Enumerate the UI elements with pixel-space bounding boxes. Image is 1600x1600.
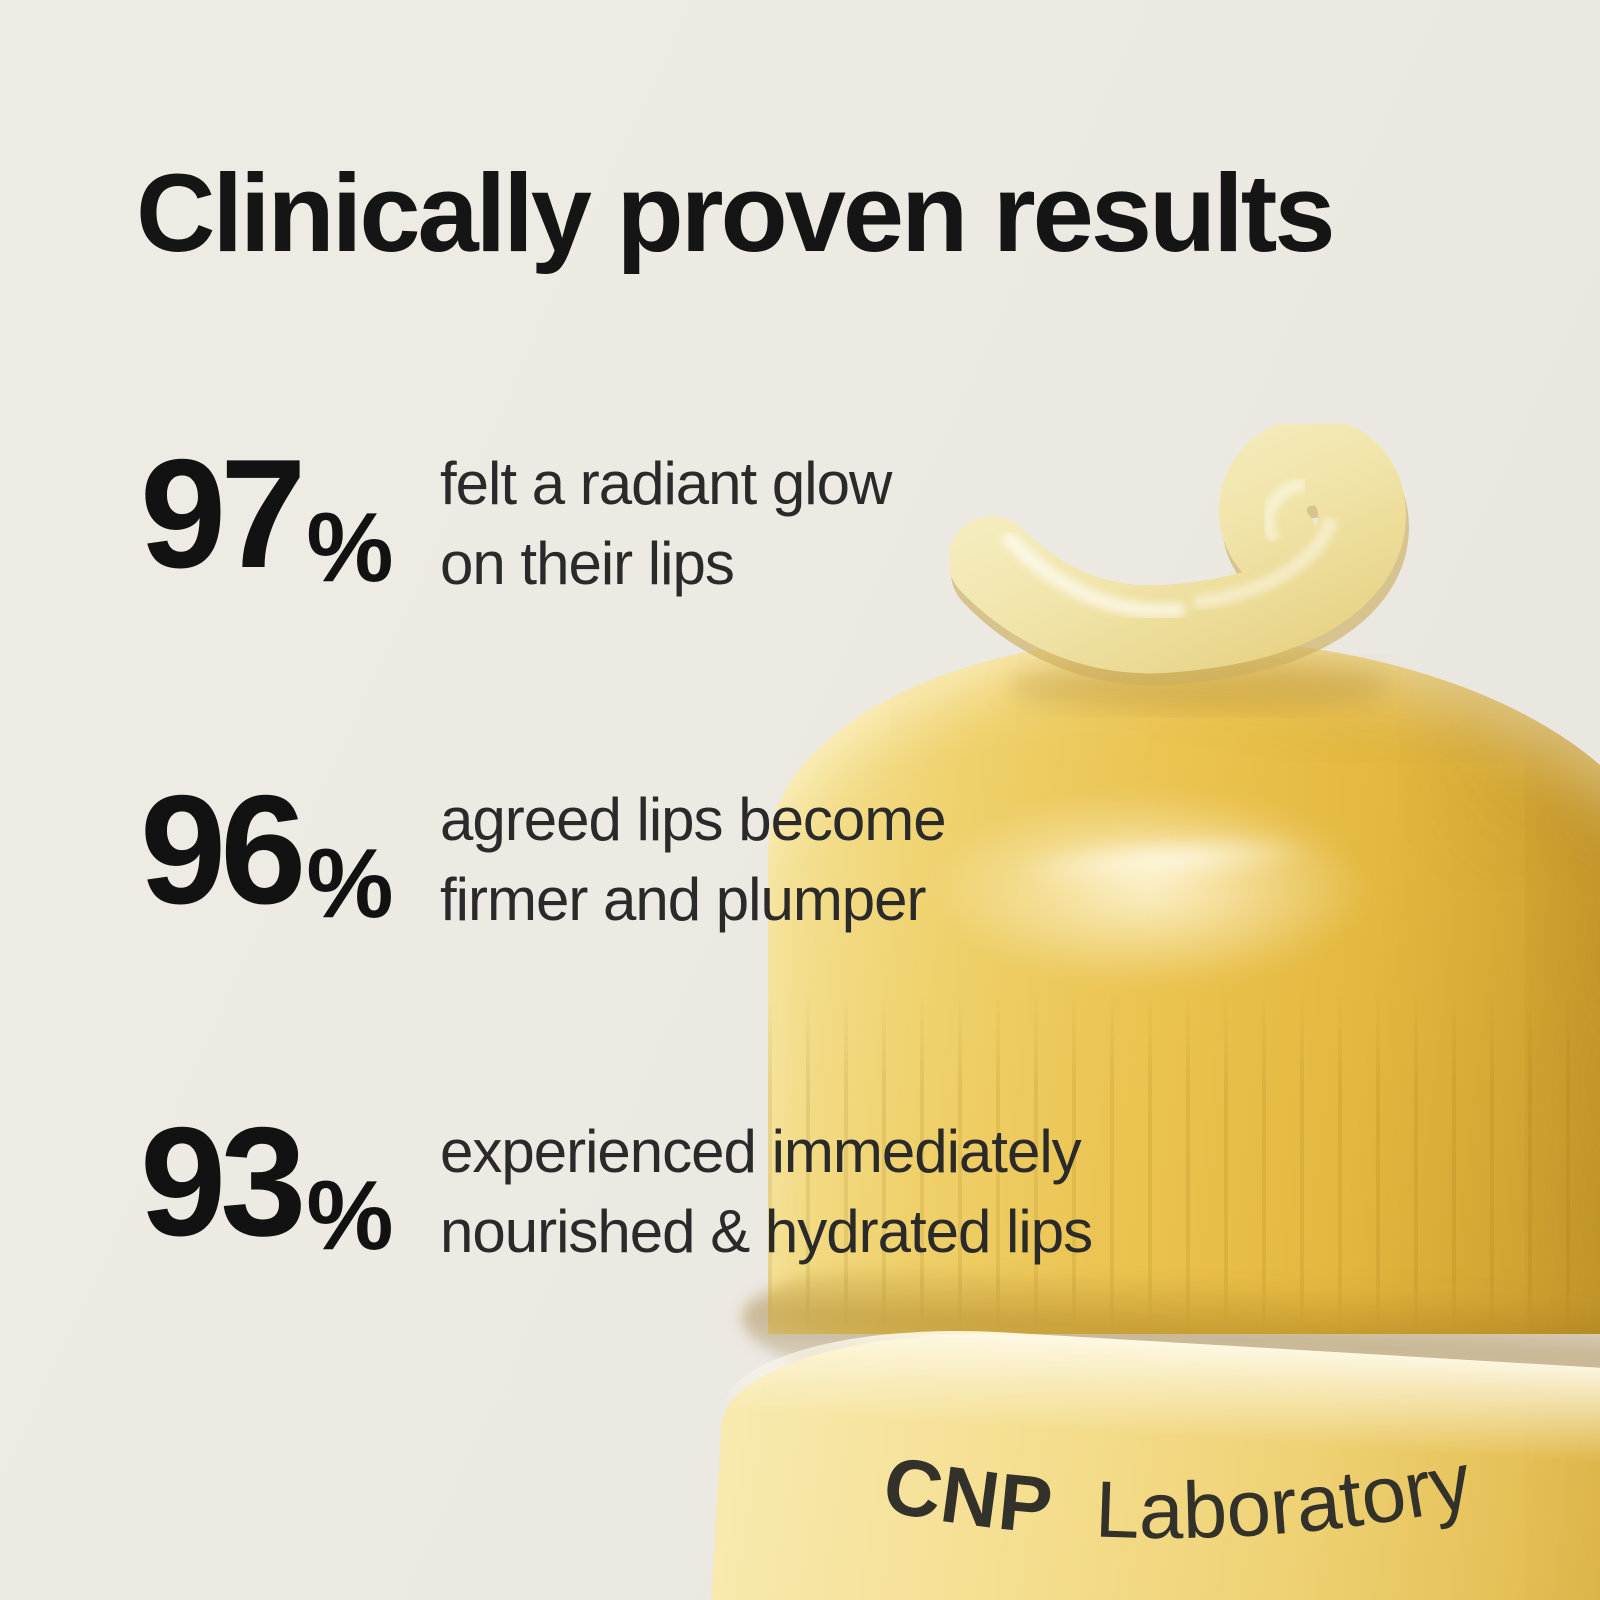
stat-description-line: agreed lips become (440, 786, 947, 853)
stat-description-line: felt a radiant glow (440, 450, 892, 517)
stat-value-1: 97 % (140, 427, 440, 600)
stat-number: 96 (140, 763, 306, 936)
stat-row-1: 97 % felt a radiant glow on their lips (140, 427, 892, 604)
stat-description-line: nourished & hydrated lips (440, 1198, 1093, 1265)
stat-row-3: 93 % experienced immediately nourished &… (140, 1095, 1093, 1272)
stat-number: 93 (140, 1095, 306, 1268)
stat-value-3: 93 % (140, 1095, 440, 1268)
stat-row-2: 96 % agreed lips become firmer and plump… (140, 763, 947, 940)
brand-suffix: Laboratory (1094, 1438, 1478, 1555)
headline: Clinically proven results (136, 152, 1336, 275)
stat-number: 97 (140, 427, 306, 600)
percent-sign: % (306, 828, 393, 938)
brand-label: CNP Laboratory (877, 1438, 1478, 1555)
stat-description-1: felt a radiant glow on their lips (440, 436, 892, 604)
brand-name: CNP (877, 1439, 1057, 1550)
balm-rope (950, 424, 1406, 674)
stat-description-line: experienced immediately (440, 1118, 1082, 1185)
stat-description-line: on their lips (440, 530, 735, 597)
percent-sign: % (306, 1160, 393, 1270)
stat-description-3: experienced immediately nourished & hydr… (440, 1104, 1093, 1272)
percent-sign: % (306, 492, 393, 602)
stat-description-line: firmer and plumper (440, 866, 927, 933)
svg-text:CNP Laboratory: CNP Laboratory (877, 1438, 1478, 1555)
product-cap (768, 638, 1600, 1334)
balm-swirl (950, 424, 1409, 712)
stat-description-2: agreed lips become firmer and plumper (440, 772, 947, 940)
stat-value-2: 96 % (140, 763, 440, 936)
